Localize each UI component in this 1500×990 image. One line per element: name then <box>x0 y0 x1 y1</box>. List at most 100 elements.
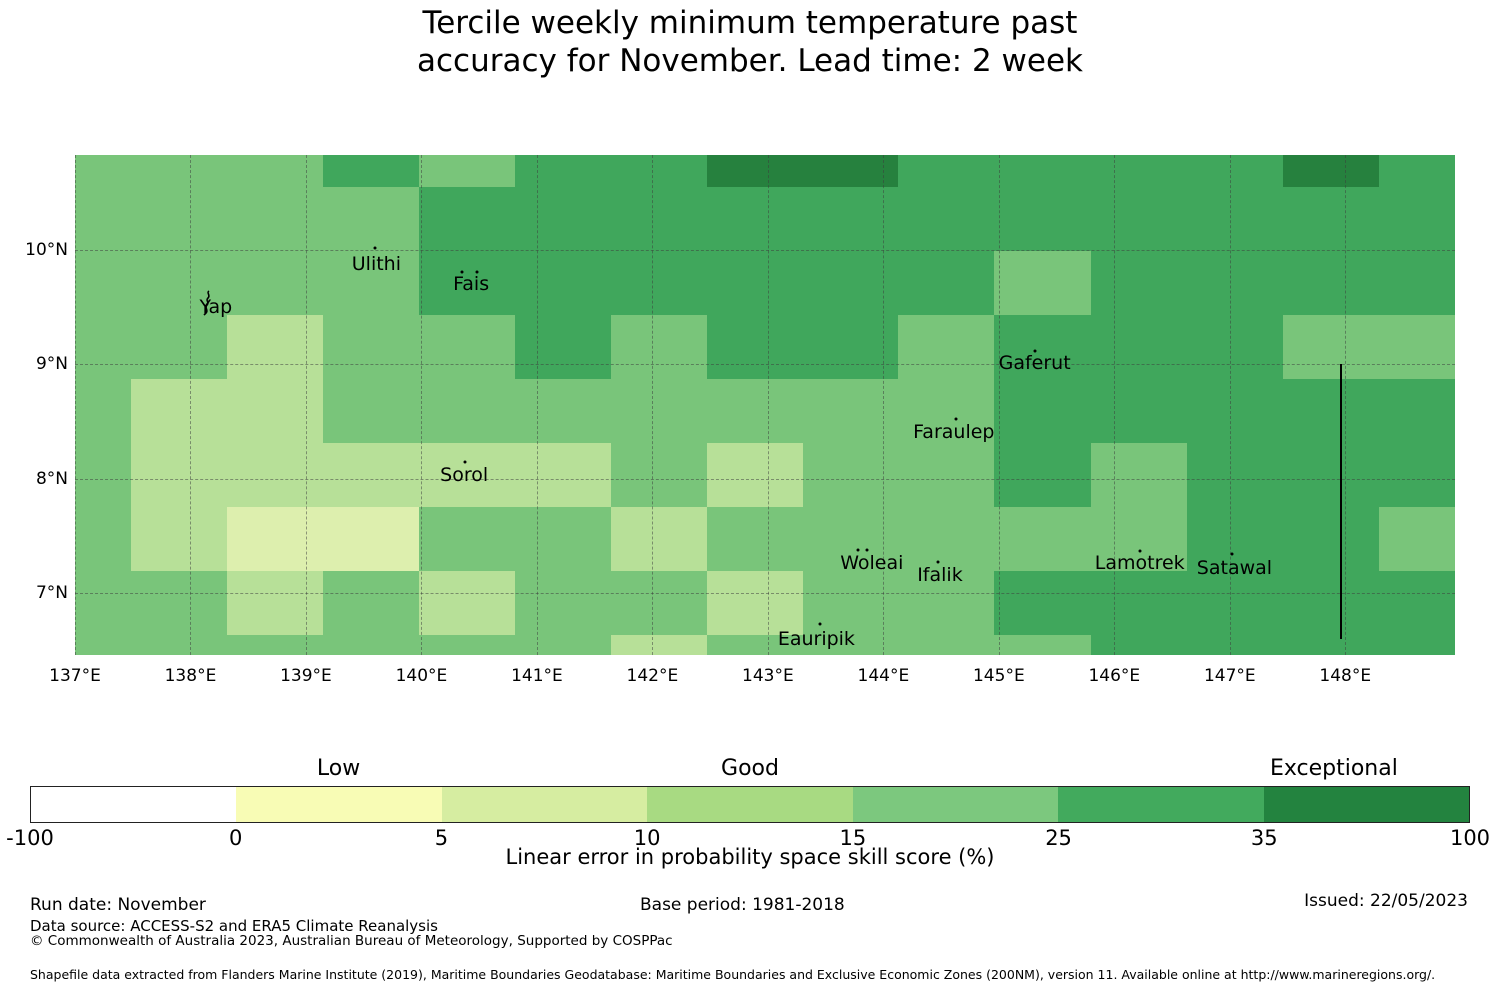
map-cell <box>75 378 132 444</box>
island-dot <box>936 560 940 564</box>
map-cell <box>1378 506 1455 572</box>
eez-boundary-line <box>1339 364 1342 639</box>
map-cell <box>1091 443 1188 508</box>
map-cell <box>75 187 132 252</box>
map-cell <box>610 187 708 252</box>
island-dot <box>1138 549 1142 553</box>
map-cell <box>1091 155 1188 188</box>
x-tick-label: 141°E <box>511 666 563 686</box>
map-cell <box>514 571 612 636</box>
map-cell <box>706 378 804 444</box>
footer-copyright: © Commonwealth of Australia 2023, Austra… <box>30 933 673 949</box>
map-cell <box>418 155 516 188</box>
gridline-meridian <box>421 155 423 655</box>
map-cell <box>226 443 324 508</box>
map-cell <box>1187 443 1284 508</box>
map-cell <box>898 443 995 508</box>
map-cell <box>514 378 612 444</box>
map-cell <box>514 187 612 252</box>
map-cell <box>706 250 804 316</box>
x-tick-label: 139°E <box>280 666 332 686</box>
colorbar-tick-label: 5 <box>434 826 449 850</box>
map-cell <box>898 187 995 252</box>
map-cell <box>994 155 1092 188</box>
island-label: Satawal <box>1196 557 1273 580</box>
colorbar <box>30 786 1470 823</box>
map-cell <box>802 315 900 380</box>
map-cell <box>75 634 132 655</box>
map-cell <box>1282 571 1380 636</box>
gridline-meridian <box>190 155 192 655</box>
map-cell <box>131 443 228 508</box>
map-cell <box>1187 571 1284 636</box>
map-cell <box>226 634 324 655</box>
map-cell <box>514 250 612 316</box>
colorbar-category-label: Low <box>316 756 361 781</box>
y-tick-label: 10°N <box>25 240 68 261</box>
map-panel: Yap Ulithi Fais Sorol Gaferut Faraulep Woleai I… <box>75 155 1455 655</box>
map-cell <box>418 443 516 508</box>
map-cell <box>418 250 516 316</box>
yap-island-glyph <box>200 290 216 320</box>
map-cell <box>1282 443 1380 508</box>
map-cell <box>1378 155 1455 188</box>
colorbar-segment <box>441 787 648 822</box>
map-cell <box>610 506 708 572</box>
island-label: Sorol <box>440 464 489 487</box>
gridline-parallel <box>75 478 1455 480</box>
map-cell <box>1282 187 1380 252</box>
island-dot <box>460 270 464 274</box>
footer-base-period: Base period: 1981-2018 <box>640 895 845 915</box>
map-cell <box>610 315 708 380</box>
map-cell <box>131 634 228 655</box>
map-cell <box>131 571 228 636</box>
island-dot <box>818 622 822 626</box>
map-cell <box>610 378 708 444</box>
map-cell <box>898 634 995 655</box>
map-cell <box>1187 634 1284 655</box>
map-cell <box>706 187 804 252</box>
map-cell <box>514 634 612 655</box>
gridline-meridian <box>75 155 76 655</box>
map-cell <box>131 187 228 252</box>
map-cell <box>706 443 804 508</box>
footer-issued-date: Issued: 22/05/2023 <box>1304 891 1468 911</box>
colorbar-tick-label: 0 <box>229 826 243 850</box>
map-cell <box>1187 187 1284 252</box>
map-cell <box>226 187 324 252</box>
map-cell <box>322 315 420 380</box>
gridline-meridian <box>305 155 307 655</box>
map-cell <box>514 506 612 572</box>
island-label: Faraulep <box>913 420 995 443</box>
map-cell <box>994 315 1092 380</box>
map-cell <box>706 155 804 188</box>
map-cell <box>802 634 900 655</box>
map-cell <box>1378 315 1455 380</box>
map-cell <box>226 250 324 316</box>
colorbar-axis-label: Linear error in probability space skill … <box>505 845 995 869</box>
map-cell <box>706 571 804 636</box>
map-cell <box>514 443 612 508</box>
island-dot <box>1230 552 1234 556</box>
map-cell <box>610 443 708 508</box>
map-cell <box>802 155 900 188</box>
colorbar-segment <box>647 787 853 822</box>
map-cell <box>1187 155 1284 188</box>
map-cell <box>1282 634 1380 655</box>
gridline-meridian <box>1114 155 1116 655</box>
x-tick-label: 138°E <box>164 666 217 686</box>
map-cell <box>1378 571 1455 636</box>
x-tick-label: 148°E <box>1319 666 1372 686</box>
map-cell <box>418 634 516 655</box>
colorbar-segment <box>1263 787 1469 822</box>
map-cell <box>1378 250 1455 316</box>
map-cell <box>131 155 228 188</box>
map-cell <box>226 571 324 636</box>
map-cell <box>994 187 1092 252</box>
y-tick-label: 7°N <box>35 583 68 604</box>
gridline-meridian <box>652 155 654 655</box>
colorbar-segment <box>236 787 442 822</box>
colorbar-tick-label: 15 <box>839 826 867 850</box>
map-cell <box>131 250 228 316</box>
map-cell <box>994 443 1092 508</box>
